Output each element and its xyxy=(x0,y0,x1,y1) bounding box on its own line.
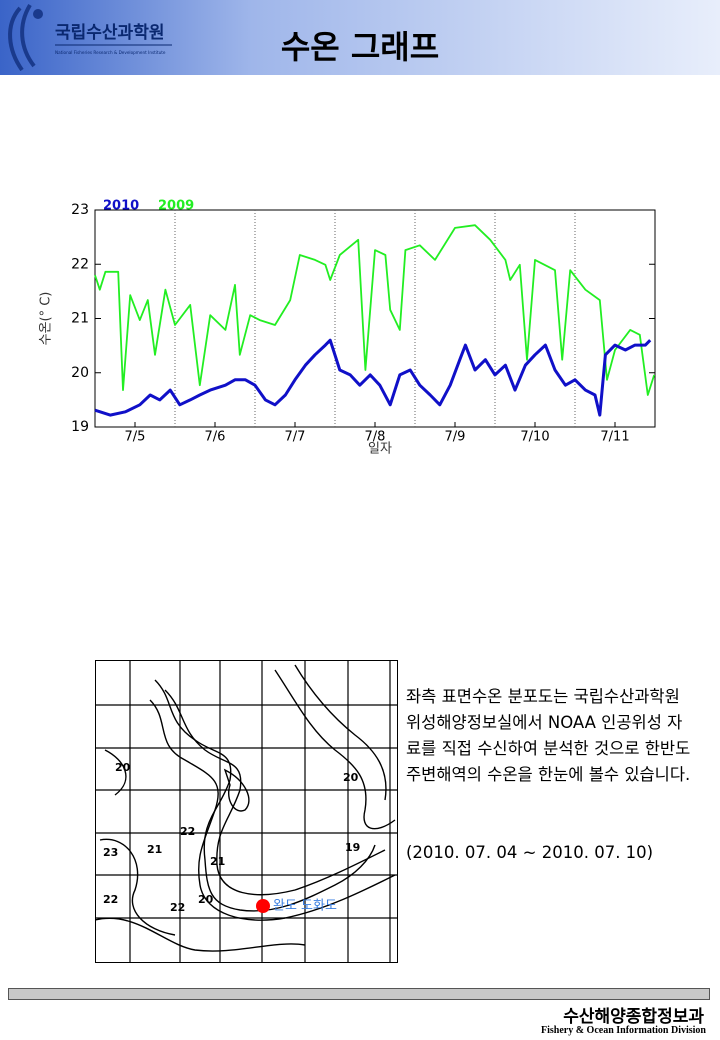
x-tick-label: 7/9 xyxy=(445,430,466,445)
data-line xyxy=(94,338,652,417)
contour-label: 22 xyxy=(103,893,118,906)
x-tick-label: 7/5 xyxy=(125,430,146,445)
sst-map: 20 20 21 22 23 21 22 22 20 19 완도 도화도 xyxy=(95,660,398,963)
page-title: 수온 그래프 xyxy=(280,28,440,66)
legend-entry: 2010 xyxy=(103,199,139,214)
org-name-en: National Fisheries Research & Developmen… xyxy=(55,50,166,55)
contour-label: 22 xyxy=(170,901,185,914)
footer-name: 수산해양종합정보과 xyxy=(563,1007,704,1027)
period: (2010. 07. 04 ~ 2010. 07. 10) xyxy=(406,843,654,862)
description: 좌측 표면수온 분포도는 국립수산과학원 위성해양정보실에서 NOAA 인공위성… xyxy=(406,687,691,784)
legend-entry: 2009 xyxy=(158,199,194,214)
contour-label: 20 xyxy=(198,893,214,906)
station-label: 완도 도화도 xyxy=(273,899,337,914)
logo: 국립수산과학원 National Fisheries Research & De… xyxy=(8,3,172,72)
y-tick-label: 22 xyxy=(71,256,89,272)
contour-label: 21 xyxy=(147,843,162,856)
x-axis-label: 일자 xyxy=(368,442,392,457)
contour-label: 20 xyxy=(343,771,359,784)
footer-name-en: Fishery & Ocean Information Division xyxy=(541,1025,706,1036)
org-name: 국립수산과학원 xyxy=(55,23,164,43)
x-tick-label: 7/11 xyxy=(600,430,629,445)
y-axis-label: 수온(° C) xyxy=(39,292,54,346)
x-tick-label: 7/10 xyxy=(520,430,549,445)
x-tick-label: 7/8 xyxy=(365,430,386,445)
contour-label: 22 xyxy=(180,825,195,838)
contour-label: 23 xyxy=(103,846,118,859)
plot-frame xyxy=(94,209,656,428)
y-tick-label: 19 xyxy=(71,419,89,435)
y-tick-label: 23 xyxy=(71,202,89,218)
data-line xyxy=(94,224,656,396)
x-tick-label: 7/7 xyxy=(285,430,306,445)
y-tick-label: 21 xyxy=(71,311,89,327)
footer-bar xyxy=(8,988,710,1000)
chart: 19 20 21 22 23 7/5 7/6 7/7 7/8 7/9 7/10 7/11 일자 수온(° … xyxy=(39,199,656,457)
header-band xyxy=(0,0,720,75)
contour-label: 20 xyxy=(115,761,131,774)
contour-label: 21 xyxy=(210,855,225,868)
x-tick-label: 7/6 xyxy=(205,430,226,445)
y-tick-label: 20 xyxy=(71,365,89,381)
contour-label: 19 xyxy=(345,841,360,854)
